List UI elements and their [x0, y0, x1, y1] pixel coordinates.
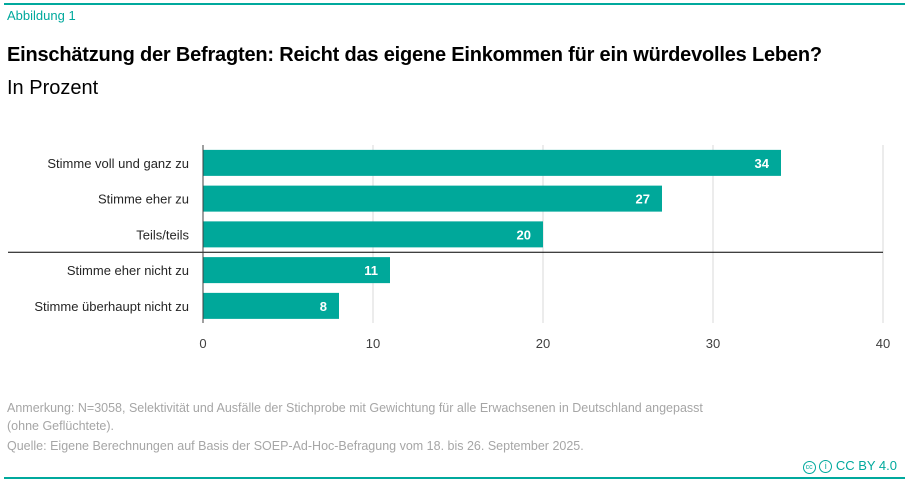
x-tick-label: 0 — [199, 336, 206, 351]
note-text: Anmerkung: N=3058, Selektivität und Ausf… — [7, 401, 703, 433]
by-icon: i — [819, 460, 833, 473]
bottom-rule — [4, 477, 905, 479]
x-tick-label: 30 — [706, 336, 720, 351]
category-label: Stimme überhaupt nicht zu — [34, 299, 189, 314]
category-label: Teils/teils — [136, 227, 189, 242]
x-tick-label: 10 — [366, 336, 380, 351]
data-label: 11 — [364, 263, 378, 278]
license: cc i CC BY 4.0 — [802, 458, 897, 474]
data-label: 27 — [636, 192, 650, 207]
top-rule — [4, 3, 905, 5]
chart-subtitle: In Prozent — [7, 77, 99, 99]
data-label: 20 — [517, 227, 531, 242]
x-tick-label: 40 — [876, 336, 890, 351]
category-label: Stimme eher nicht zu — [67, 263, 189, 278]
bar — [203, 149, 781, 176]
x-tick-label: 20 — [536, 336, 550, 351]
bar-chart: 0 10 20 30 40 34 Stimme voll und ganz zu 27 Stim… — [8, 145, 890, 351]
cc-icon: cc — [802, 461, 816, 474]
category-label: Stimme voll und ganz zu — [47, 156, 189, 171]
figure-label: Abbildung 1 — [7, 8, 76, 23]
source-text: Quelle: Eigene Berechnungen auf Basis de… — [7, 439, 584, 453]
category-label: Stimme eher zu — [98, 192, 189, 207]
bar — [203, 257, 390, 284]
chart-title: Einschätzung der Befragten: Reicht das e… — [7, 44, 822, 66]
data-label: 8 — [320, 299, 327, 314]
bar — [203, 185, 662, 212]
data-label: 34 — [755, 156, 770, 171]
bar — [203, 221, 543, 248]
bar — [203, 292, 339, 319]
license-text: CC BY 4.0 — [835, 458, 897, 473]
